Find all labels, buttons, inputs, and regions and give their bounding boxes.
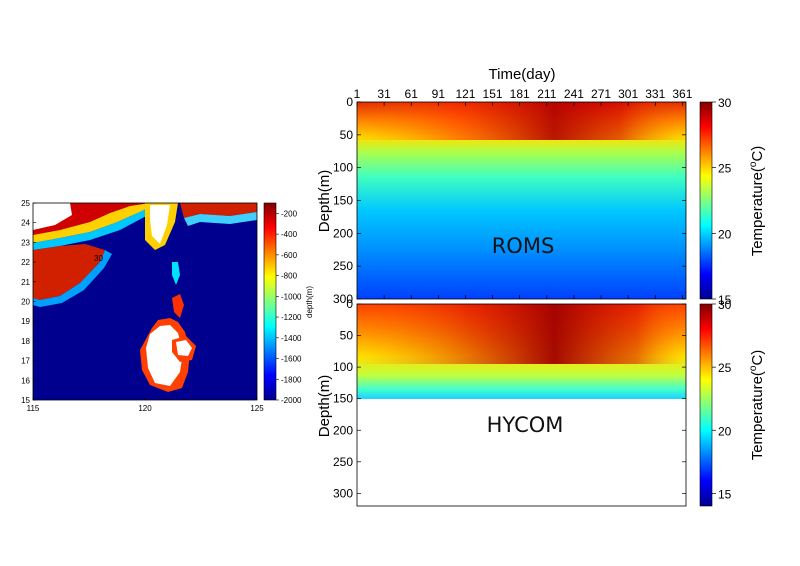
mainland-land — [33, 203, 72, 230]
roms-x-tick-label: 31 — [377, 87, 391, 101]
roms-x-tick-label: 181 — [510, 87, 530, 101]
roms-colorbar-ticks: 30 25 20 15 — [712, 96, 732, 307]
roms-x-tick-label: 121 — [455, 87, 475, 101]
roms-x-tick-label: 331 — [645, 87, 665, 101]
roms-y-tick-label: 250 — [333, 259, 353, 273]
hycom-y-tick-label: 0 — [346, 297, 353, 311]
shelf-slope — [33, 203, 165, 250]
hycom-surface-warming — [357, 304, 686, 364]
hycom-y-ticks: 0 50 100 150 200 250 300 — [333, 297, 686, 500]
depth-colorbar-tick-label: -1200 — [281, 313, 302, 322]
roms-colorbar-tick-label: 20 — [718, 227, 732, 241]
island-chain — [172, 262, 180, 285]
roms-colorbar — [699, 101, 713, 300]
map-contour-label: 30 — [94, 254, 103, 263]
bathymetry-map: 30 115 120 125 25 24 23 22 21 20 19 18 17 16 15 -200… — [21, 199, 314, 413]
hycom-colorbar-tick-label: 30 — [718, 298, 732, 312]
map-y-tick-label: 20 — [21, 298, 30, 307]
roms-x-tick-label: 211 — [537, 87, 556, 101]
hycom-annotation: HYCOM — [487, 413, 564, 437]
mindoro-land — [176, 340, 192, 356]
roms-colorbar-tick-label: 25 — [718, 162, 732, 176]
roms-y-tick-label: 0 — [346, 95, 353, 109]
east-shelf — [180, 203, 257, 218]
map-x-ticks: 115 120 125 — [27, 397, 264, 413]
roms-ylabel: Depth(m) — [316, 170, 333, 233]
hycom-y-tick-label: 150 — [333, 392, 353, 406]
hycom-y-tick-label: 250 — [333, 455, 353, 469]
depth-colorbar-tick-label: -400 — [281, 230, 298, 239]
roms-x-tick-label: 61 — [405, 87, 419, 101]
map-x-tick-label: 125 — [250, 404, 264, 413]
map-y-tick-label: 25 — [21, 199, 30, 208]
roms-x-tick-label: 301 — [618, 87, 638, 101]
map-y-tick-label: 19 — [21, 317, 30, 326]
roms-y-tick-label: 50 — [340, 128, 354, 142]
roms-x-tick-label: 241 — [564, 87, 584, 101]
scs-shelf-edge — [33, 250, 112, 307]
depth-colorbar-tick-label: -2000 — [281, 396, 302, 405]
hycom-colorbar — [699, 303, 713, 507]
roms-x-tick-label: 361 — [672, 87, 692, 101]
map-features — [33, 203, 257, 392]
east-shelf-edge — [184, 212, 257, 226]
map-y-tick-label: 22 — [21, 258, 30, 267]
map-y-tick-label: 15 — [21, 396, 30, 405]
hycom-y-tick-label: 200 — [333, 423, 353, 437]
hycom-colorbar-tick-label: 20 — [718, 424, 732, 438]
roms-x-tick-label: 1 — [354, 87, 361, 101]
hycom-colorbar-tick-label: 25 — [718, 361, 732, 375]
roms-y-tick-label: 300 — [333, 292, 353, 306]
roms-y-tick-label: 100 — [333, 161, 353, 175]
map-x-tick-label: 115 — [27, 404, 40, 413]
map-y-tick-label: 16 — [21, 376, 30, 385]
roms-x-tick-label: 91 — [432, 87, 446, 101]
depth-colorbar-ticks: -200 -400 -600 -800 -1000 -1200 -1400 -1600 -180… — [276, 209, 302, 405]
hycom-panel: HYCOM 0 50 100 150 200 250 300 Depth(m) 30 25 20… — [316, 297, 766, 507]
shelf-break — [33, 203, 160, 243]
map-x-tick-label: 120 — [138, 404, 152, 413]
hycom-y-tick-label: 300 — [333, 486, 353, 500]
map-y-tick-label: 17 — [21, 357, 30, 366]
depth-colorbar — [263, 202, 277, 401]
roms-x-tick-label: 151 — [483, 87, 503, 101]
roms-colorbar-tick-label: 30 — [718, 96, 732, 110]
depth-colorbar-tick-label: -1800 — [281, 375, 302, 384]
map-y-tick-label: 21 — [21, 278, 30, 287]
roms-y-tick-label: 150 — [333, 194, 353, 208]
roms-y-tick-label: 200 — [333, 226, 353, 240]
hycom-colorbar-tick-label: 15 — [718, 487, 732, 501]
roms-colorbar-label: Temperature(oC) — [748, 146, 766, 257]
map-y-tick-label: 23 — [21, 238, 30, 247]
depth-colorbar-tick-label: -600 — [281, 251, 298, 260]
roms-y-ticks: 0 50 100 150 200 250 300 — [333, 95, 686, 306]
island-chain-2 — [172, 294, 184, 318]
taiwan-land — [150, 205, 170, 244]
roms-annotation: ROMS — [492, 234, 555, 258]
roms-colorbar-tick-label: 15 — [718, 293, 732, 307]
roms-surface-warming — [357, 102, 686, 140]
roms-panel: Time(day) ROMS 1 31 61 91 121 151 181 211 241 271… — [316, 66, 766, 307]
hycom-colorbar-label: Temperature(oC) — [748, 350, 766, 461]
depth-colorbar-tick-label: -1400 — [281, 334, 302, 343]
map-y-tick-label: 24 — [21, 219, 30, 228]
depth-colorbar-tick-label: -1000 — [281, 292, 302, 301]
time-axis-title: Time(day) — [489, 66, 556, 83]
hycom-y-tick-label: 50 — [340, 329, 354, 343]
depth-colorbar-tick-label: -200 — [281, 209, 298, 218]
depth-colorbar-tick-label: -800 — [281, 272, 298, 281]
depth-colorbar-tick-label: -1600 — [281, 355, 302, 364]
hycom-colorbar-ticks: 30 25 20 15 — [712, 298, 732, 501]
hycom-y-tick-label: 100 — [333, 360, 353, 374]
map-y-tick-label: 18 — [21, 337, 30, 346]
roms-x-ticks: 1 31 61 91 121 151 181 211 241 271 301 331 361 — [354, 87, 693, 299]
hycom-ylabel: Depth(m) — [316, 375, 333, 438]
roms-x-tick-label: 271 — [591, 87, 611, 101]
depth-colorbar-label: depth(m) — [305, 286, 314, 318]
scs-shelf — [33, 244, 105, 300]
map-y-ticks: 25 24 23 22 21 20 19 18 17 16 15 — [21, 199, 36, 405]
